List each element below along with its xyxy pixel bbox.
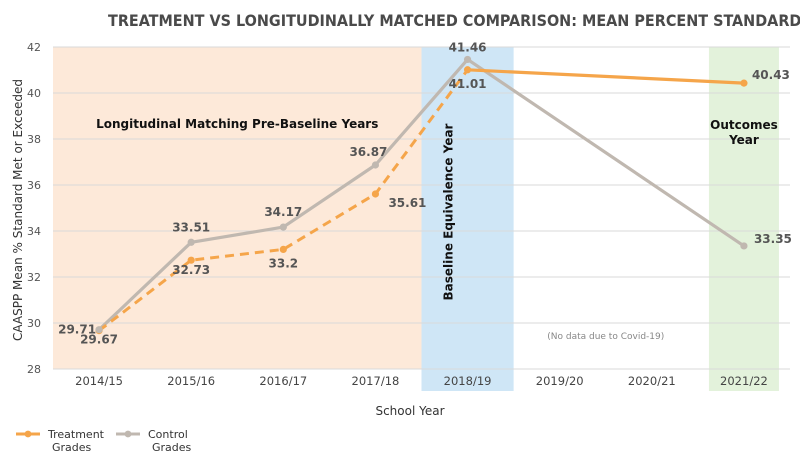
control-data-label: 36.87 xyxy=(349,145,387,159)
control-data-label: 41.46 xyxy=(449,40,487,54)
treatment-point xyxy=(371,190,380,198)
treatment-point xyxy=(463,66,472,74)
x-axis-label: School Year xyxy=(375,404,444,418)
control-data-label: 29.71 xyxy=(58,323,96,337)
chart-title: TREATMENT VS LONGITUDINALLY MATCHED COMP… xyxy=(108,11,800,30)
control-point xyxy=(279,223,287,231)
control-data-label: 33.51 xyxy=(172,220,210,234)
treatment-data-label: 33.2 xyxy=(269,256,299,270)
y-tick-label: 36 xyxy=(27,179,41,192)
legend-label: Treatment xyxy=(47,428,105,441)
series-line-treatment-dashed xyxy=(98,68,469,332)
legend-label: Control xyxy=(148,428,188,441)
region-label-pre-baseline: Longitudinal Matching Pre-Baseline Years xyxy=(96,117,378,131)
y-tick-label: 32 xyxy=(27,271,41,284)
y-tick-label: 34 xyxy=(27,225,41,238)
treatment-data-label: 40.43 xyxy=(752,68,790,82)
treatment-point xyxy=(740,79,748,87)
x-tick-label: 2017/18 xyxy=(352,374,400,388)
control-point xyxy=(463,55,472,64)
legend-label: Grades xyxy=(152,441,192,454)
region-outcomes xyxy=(708,47,779,391)
y-tick-label: 28 xyxy=(27,363,41,376)
treatment-point xyxy=(187,256,195,264)
control-data-label: 33.35 xyxy=(754,232,792,246)
control-point xyxy=(740,242,748,250)
x-tick-label: 2015/16 xyxy=(167,374,215,388)
x-tick-label: 2021/22 xyxy=(720,374,768,388)
x-tick-label: 2018/19 xyxy=(444,374,492,388)
region-baseline xyxy=(421,47,514,391)
control-data-label: 34.17 xyxy=(264,205,302,219)
series-line-treatment-solid xyxy=(467,68,744,85)
treatment-point xyxy=(279,245,287,253)
legend-label: Grades xyxy=(52,441,92,454)
control-point xyxy=(187,238,195,246)
region-label-baseline: Baseline Equivalence Year xyxy=(442,123,456,300)
x-tick-label: 2020/21 xyxy=(628,374,676,388)
y-tick-label: 30 xyxy=(27,317,41,330)
treatment-data-label: 35.61 xyxy=(388,196,426,210)
x-tick-label: 2016/17 xyxy=(259,374,307,388)
region-label-outcomes: Outcomes xyxy=(710,118,778,132)
legend-swatch-marker xyxy=(124,430,132,438)
covid-note: (No data due to Covid-19) xyxy=(547,332,664,342)
control-point xyxy=(371,161,380,169)
y-axis-label: CAASPP Mean % Standard Met or Exceeded xyxy=(11,79,25,341)
y-tick-label: 42 xyxy=(27,41,41,54)
treatment-data-label: 29.67 xyxy=(80,333,118,347)
legend-swatch-marker xyxy=(24,430,32,438)
treatment-data-label: 41.01 xyxy=(449,77,487,91)
control-point xyxy=(95,326,103,334)
region-label-outcomes: Year xyxy=(728,133,759,147)
x-tick-label: 2014/15 xyxy=(75,374,123,388)
x-tick-label: 2019/20 xyxy=(536,374,584,388)
treatment-data-label: 32.73 xyxy=(172,263,210,277)
y-tick-label: 38 xyxy=(27,133,41,146)
y-tick-label: 40 xyxy=(27,87,41,100)
series-line-control xyxy=(97,57,745,331)
